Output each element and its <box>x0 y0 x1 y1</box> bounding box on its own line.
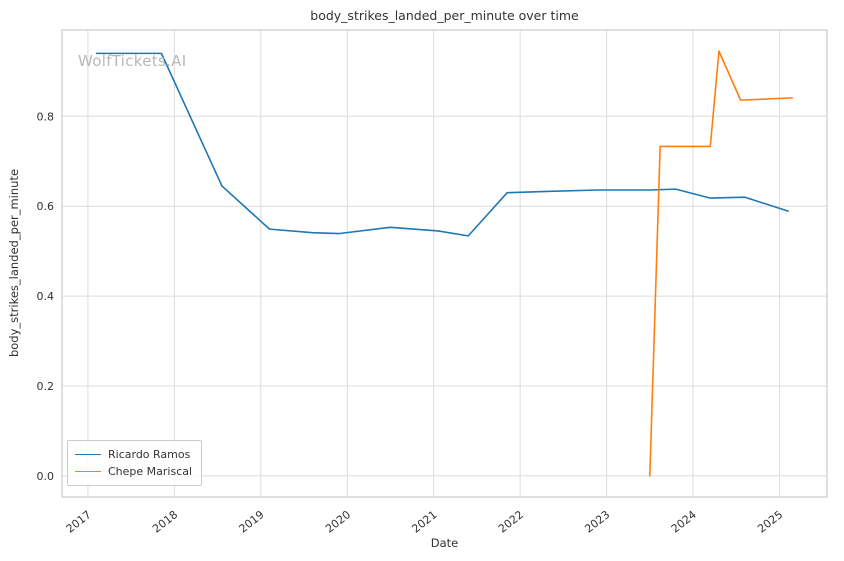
y-axis-label: body_strikes_landed_per_minute <box>7 168 21 358</box>
x-axis-label: Date <box>430 536 459 550</box>
legend: Ricardo Ramos Chepe Mariscal <box>67 440 203 486</box>
svg-text:0.4: 0.4 <box>37 290 55 303</box>
legend-line-swatch-blue <box>75 454 101 455</box>
svg-text:2024: 2024 <box>669 508 699 535</box>
svg-text:0.8: 0.8 <box>37 110 55 123</box>
legend-item-chepe-mariscal: Chepe Mariscal <box>75 463 192 480</box>
svg-text:2018: 2018 <box>150 508 180 535</box>
svg-text:2017: 2017 <box>64 508 94 535</box>
watermark: WolfTickets.AI <box>78 52 187 70</box>
svg-text:0.0: 0.0 <box>37 470 55 483</box>
svg-text:2021: 2021 <box>409 508 439 535</box>
legend-label: Chepe Mariscal <box>108 465 193 478</box>
svg-text:2020: 2020 <box>323 508 353 535</box>
svg-text:2022: 2022 <box>496 508 526 535</box>
svg-text:2019: 2019 <box>237 508 267 535</box>
chart-title: body_strikes_landed_per_minute over time <box>310 8 579 23</box>
svg-text:2023: 2023 <box>582 508 612 535</box>
legend-line-swatch-orange <box>75 471 101 472</box>
svg-text:0.2: 0.2 <box>37 380 55 393</box>
svg-text:0.6: 0.6 <box>37 200 55 213</box>
legend-label: Ricardo Ramos <box>108 448 191 461</box>
legend-item-ricardo-ramos: Ricardo Ramos <box>75 446 192 463</box>
svg-text:2025: 2025 <box>755 508 785 535</box>
